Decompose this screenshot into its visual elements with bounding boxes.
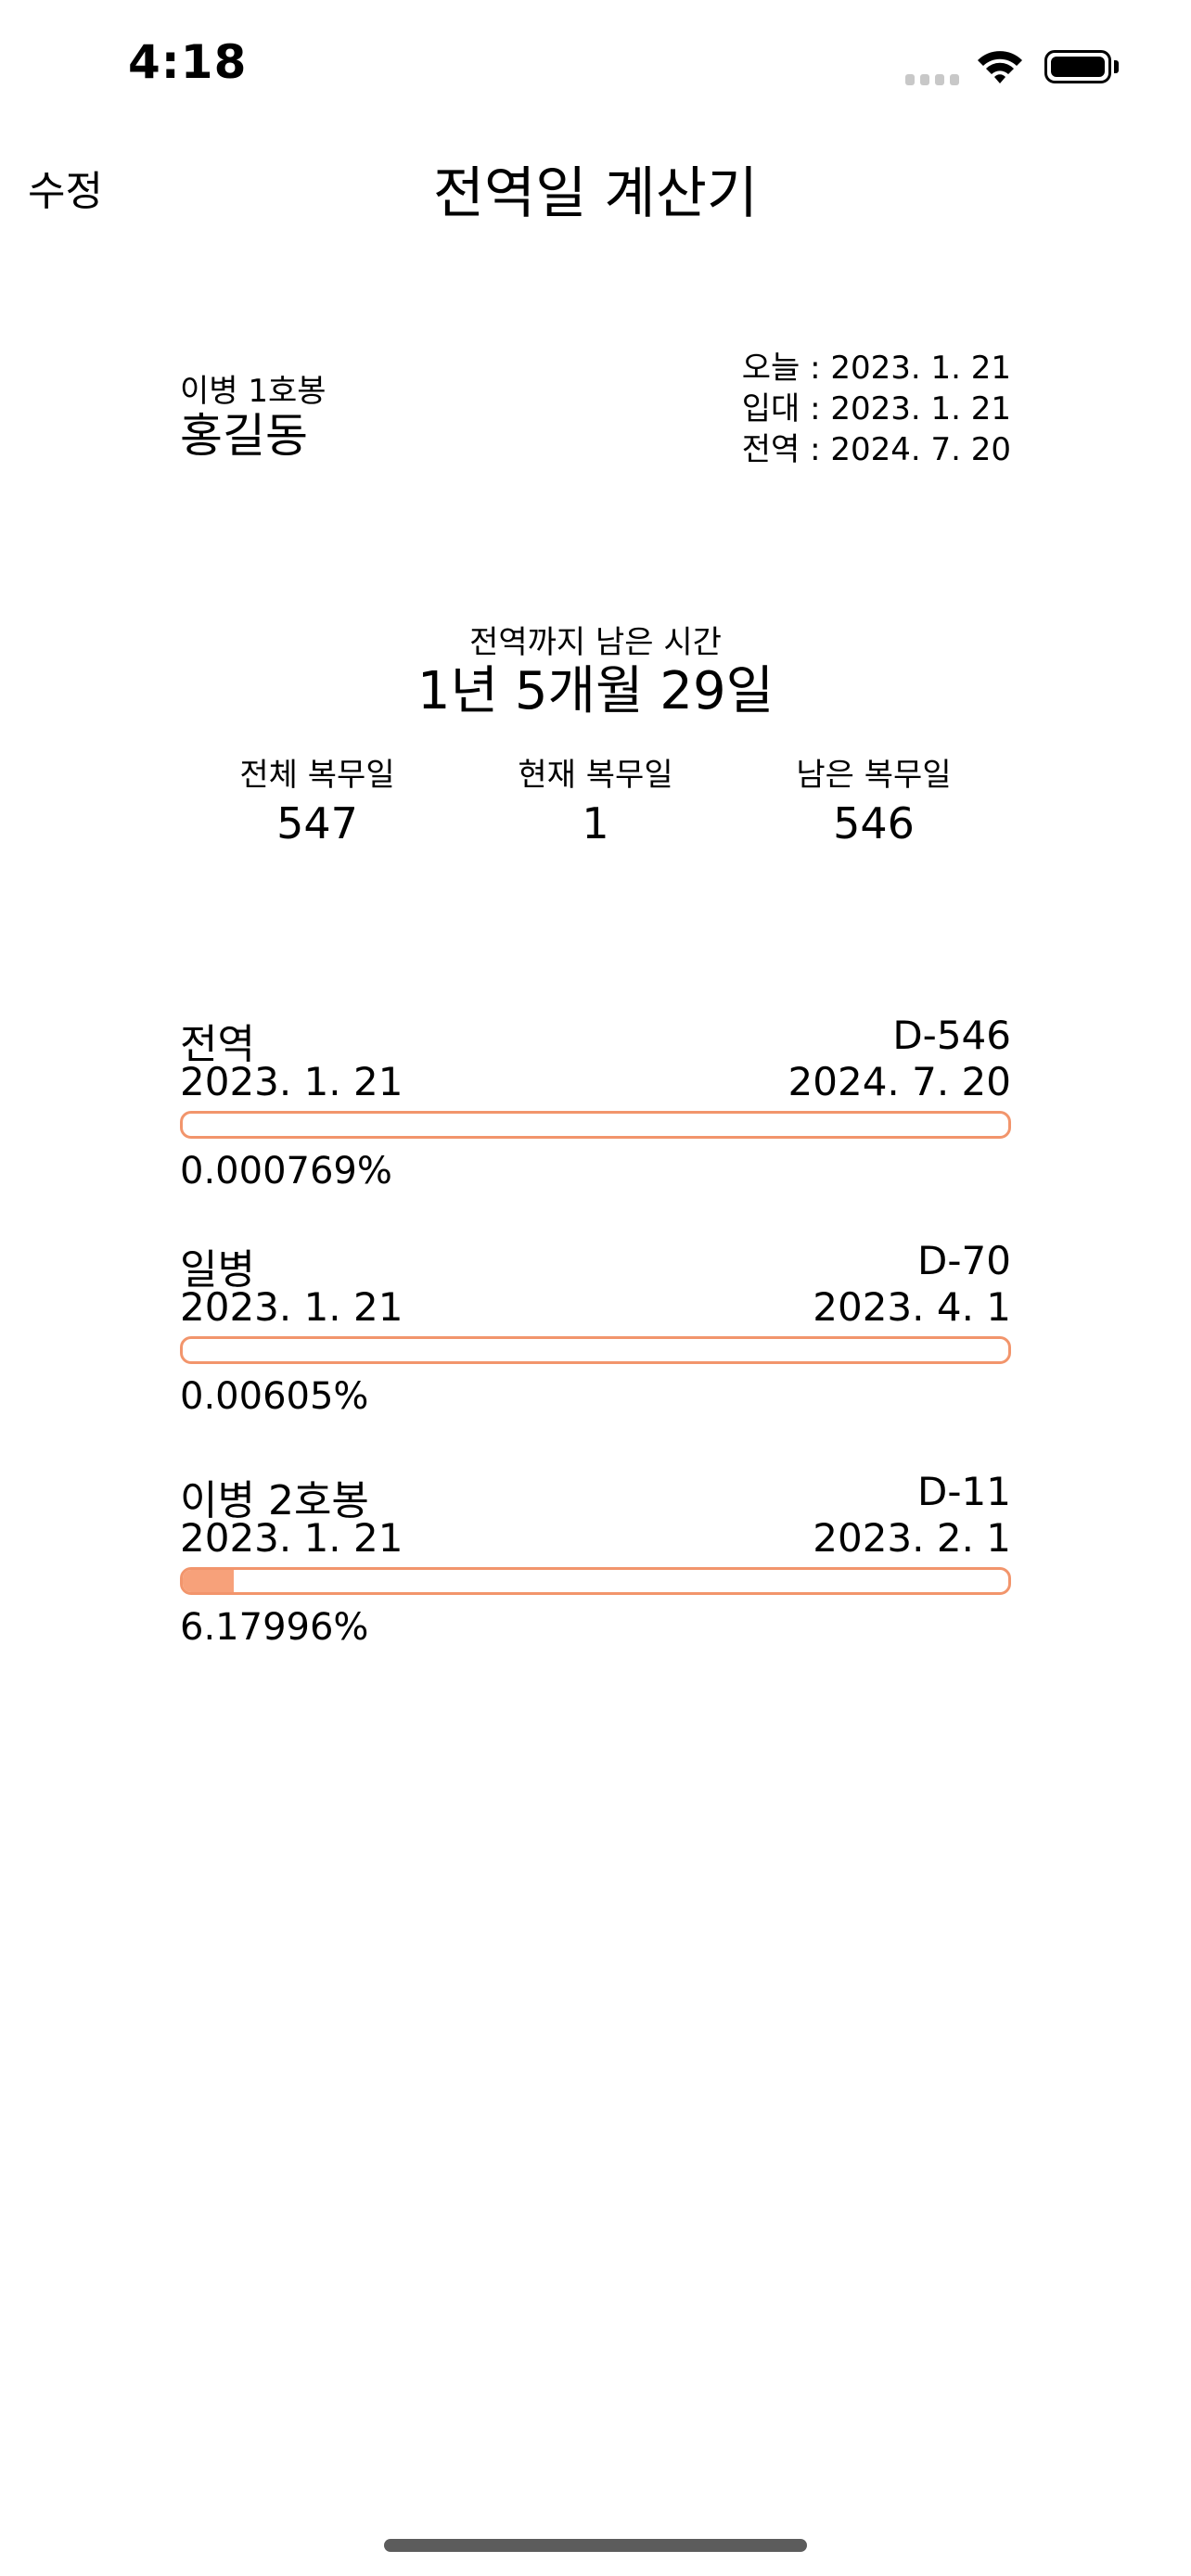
progress-dday: D-546 <box>892 1013 1011 1058</box>
stat-label: 현재 복무일 <box>518 757 673 794</box>
date-summary: 오늘 : 2023. 1. 21 입대 : 2023. 1. 21 전역 : 2… <box>742 348 1011 470</box>
stat-value: 546 <box>833 798 915 848</box>
progress-dday: D-70 <box>917 1238 1011 1283</box>
stat-value: 1 <box>582 798 609 848</box>
stat-remaining-days: 남은 복무일 546 <box>735 749 1013 848</box>
home-indicator[interactable] <box>384 2539 807 2552</box>
battery-cap <box>1114 60 1119 73</box>
progress-start-date: 2023. 1. 21 <box>180 1284 403 1330</box>
progress-discharge: 전역 D-546 2023. 1. 21 2024. 7. 20 0.00076… <box>180 1011 1011 1196</box>
progress-percent: 6.17996% <box>180 1606 369 1649</box>
status-time: 4:18 <box>128 35 248 89</box>
progress-percent: 0.000769% <box>180 1150 392 1192</box>
remaining-time-label: 전역까지 남은 시간 <box>469 624 722 661</box>
progress-title: 전역 <box>180 1021 255 1068</box>
progress-bar <box>180 1336 1011 1364</box>
stat-label: 전체 복무일 <box>239 757 395 794</box>
remaining-time-value: 1년 5개월 29일 <box>416 661 775 721</box>
progress-bar <box>180 1567 1011 1595</box>
edit-button[interactable]: 수정 <box>28 168 103 215</box>
stat-label: 남은 복무일 <box>796 757 952 794</box>
signal-icon <box>905 74 963 87</box>
progress-private-first-class: 일병 D-70 2023. 1. 21 2023. 4. 1 0.00605% <box>180 1236 1011 1422</box>
progress-title: 이병 2호봉 <box>180 1477 369 1524</box>
wifi-icon <box>976 48 1024 85</box>
stat-current-days: 현재 복무일 1 <box>456 749 735 848</box>
progress-percent: 0.00605% <box>180 1375 369 1418</box>
progress-end-date: 2023. 4. 1 <box>813 1284 1011 1330</box>
today-date: 오늘 : 2023. 1. 21 <box>741 350 1011 387</box>
discharge-date: 전역 : 2024. 7. 20 <box>741 431 1011 468</box>
rank-label: 이병 1호봉 <box>180 373 327 410</box>
progress-dday: D-11 <box>917 1469 1011 1514</box>
enlist-date: 입대 : 2023. 1. 21 <box>741 390 1011 427</box>
progress-bar <box>180 1111 1011 1139</box>
progress-end-date: 2023. 2. 1 <box>813 1515 1011 1561</box>
progress-start-date: 2023. 1. 21 <box>180 1515 403 1561</box>
stat-value: 547 <box>276 798 358 848</box>
progress-start-date: 2023. 1. 21 <box>180 1059 403 1104</box>
stat-total-days: 전체 복무일 547 <box>178 749 456 848</box>
progress-title: 일병 <box>180 1246 255 1294</box>
page-title: 전역일 계산기 <box>432 161 759 226</box>
user-name: 홍길동 <box>180 409 308 463</box>
battery-icon <box>1044 50 1111 83</box>
progress-private-step-2: 이병 2호봉 D-11 2023. 1. 21 2023. 2. 1 6.179… <box>180 1467 1011 1652</box>
progress-bar-fill <box>183 1570 234 1592</box>
progress-end-date: 2024. 7. 20 <box>788 1059 1011 1104</box>
